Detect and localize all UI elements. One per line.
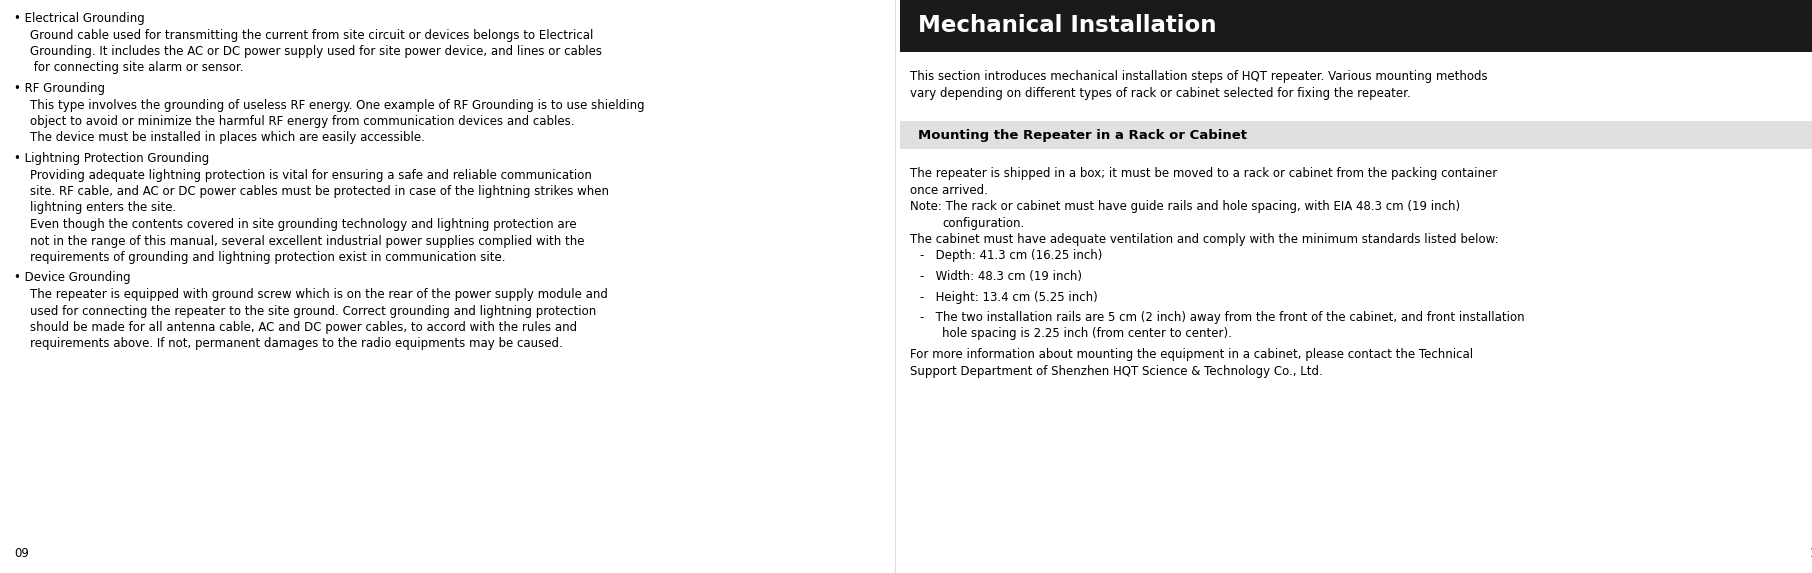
Text: -   The two installation rails are 5 cm (2 inch) away from the front of the cabi: - The two installation rails are 5 cm (2… xyxy=(920,311,1524,324)
Text: configuration.: configuration. xyxy=(942,217,1024,230)
Text: This section introduces mechanical installation steps of HQT repeater. Various m: This section introduces mechanical insta… xyxy=(910,70,1488,83)
Text: should be made for all antenna cable, AC and DC power cables, to accord with the: should be made for all antenna cable, AC… xyxy=(31,321,578,334)
Text: hole spacing is 2.25 inch (from center to center).: hole spacing is 2.25 inch (from center t… xyxy=(942,328,1232,340)
Text: • Electrical Grounding: • Electrical Grounding xyxy=(14,12,145,25)
Text: The repeater is shipped in a box; it must be moved to a rack or cabinet from the: The repeater is shipped in a box; it mus… xyxy=(910,167,1497,180)
Text: Grounding. It includes the AC or DC power supply used for site power device, and: Grounding. It includes the AC or DC powe… xyxy=(31,45,602,58)
Text: Even though the contents covered in site grounding technology and lightning prot: Even though the contents covered in site… xyxy=(31,218,576,231)
Text: not in the range of this manual, several excellent industrial power supplies com: not in the range of this manual, several… xyxy=(31,234,585,248)
Text: This type involves the grounding of useless RF energy. One example of RF Groundi: This type involves the grounding of usel… xyxy=(31,99,645,112)
Text: • Device Grounding: • Device Grounding xyxy=(14,272,130,285)
Text: used for connecting the repeater to the site ground. Correct grounding and light: used for connecting the repeater to the … xyxy=(31,304,596,317)
Text: object to avoid or minimize the harmful RF energy from communication devices and: object to avoid or minimize the harmful … xyxy=(31,115,574,128)
Text: requirements of grounding and lightning protection exist in communication site.: requirements of grounding and lightning … xyxy=(31,251,506,264)
Text: 10: 10 xyxy=(1810,547,1812,560)
Text: • Lightning Protection Grounding: • Lightning Protection Grounding xyxy=(14,152,208,165)
Text: 09: 09 xyxy=(14,547,29,560)
Bar xyxy=(901,121,1812,149)
Text: The device must be installed in places which are easily accessible.: The device must be installed in places w… xyxy=(31,131,424,144)
Text: -   Height: 13.4 cm (5.25 inch): - Height: 13.4 cm (5.25 inch) xyxy=(920,291,1098,304)
Text: • RF Grounding: • RF Grounding xyxy=(14,82,105,95)
Text: The repeater is equipped with ground screw which is on the rear of the power sup: The repeater is equipped with ground scr… xyxy=(31,288,607,301)
Text: -   Width: 48.3 cm (19 inch): - Width: 48.3 cm (19 inch) xyxy=(920,270,1082,283)
Text: requirements above. If not, permanent damages to the radio equipments may be cau: requirements above. If not, permanent da… xyxy=(31,337,564,351)
Text: -   Depth: 41.3 cm (16.25 inch): - Depth: 41.3 cm (16.25 inch) xyxy=(920,249,1102,262)
Text: once arrived.: once arrived. xyxy=(910,183,988,197)
Text: Providing adequate lightning protection is vital for ensuring a safe and reliabl: Providing adequate lightning protection … xyxy=(31,168,593,182)
Text: The cabinet must have adequate ventilation and comply with the minimum standards: The cabinet must have adequate ventilati… xyxy=(910,233,1499,246)
Text: vary depending on different types of rack or cabinet selected for fixing the rep: vary depending on different types of rac… xyxy=(910,87,1412,100)
Text: Mounting the Repeater in a Rack or Cabinet: Mounting the Repeater in a Rack or Cabin… xyxy=(919,128,1247,142)
Text: Support Department of Shenzhen HQT Science & Technology Co., Ltd.: Support Department of Shenzhen HQT Scien… xyxy=(910,364,1323,378)
Bar xyxy=(901,0,1812,52)
Text: For more information about mounting the equipment in a cabinet, please contact t: For more information about mounting the … xyxy=(910,348,1473,361)
Text: lightning enters the site.: lightning enters the site. xyxy=(31,202,176,214)
Text: Note: The rack or cabinet must have guide rails and hole spacing, with EIA 48.3 : Note: The rack or cabinet must have guid… xyxy=(910,200,1460,213)
Text: for connecting site alarm or sensor.: for connecting site alarm or sensor. xyxy=(31,61,243,74)
Text: Ground cable used for transmitting the current from site circuit or devices belo: Ground cable used for transmitting the c… xyxy=(31,29,593,41)
Text: Mechanical Installation: Mechanical Installation xyxy=(919,14,1216,37)
Text: site. RF cable, and AC or DC power cables must be protected in case of the light: site. RF cable, and AC or DC power cable… xyxy=(31,185,609,198)
